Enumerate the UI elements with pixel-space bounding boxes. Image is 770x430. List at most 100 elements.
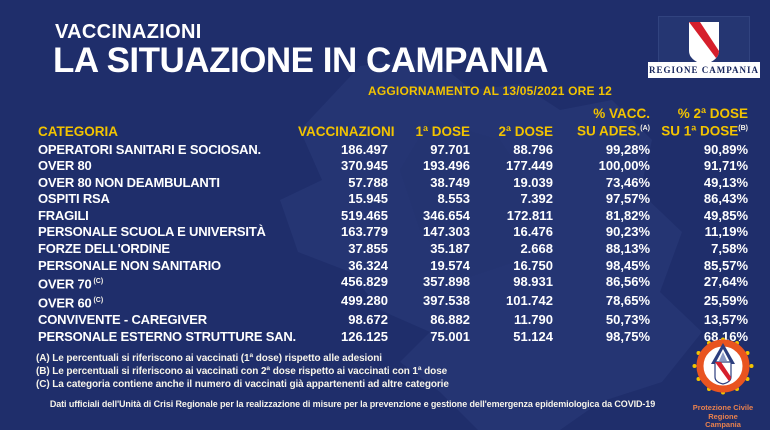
table-row: FRAGILI 519.465 346.654 172.811 81,82% 49,85% [38,208,748,225]
cell-pct-vacc: 78,65% [605,293,650,309]
cell-category: PERSONALE NON SANITARIO [38,257,221,273]
cell-pct-vacc: 97,57% [605,191,650,207]
cell-vaccinazioni: 456.829 [341,274,388,290]
cell-pct-dose2: 68,16% [703,328,748,344]
cell-pct-vacc: 98,75% [605,328,650,344]
cell-pct-vacc: 50,73% [605,312,650,328]
cell-pct-dose2: 49,13% [703,174,748,190]
table-row: PERSONALE NON SANITARIO 36.324 19.574 16.75… [38,258,748,275]
cell-dose1: 193.496 [423,158,470,174]
cell-pct-vacc: 100,00% [598,158,650,174]
col-header-pct-vacc: % VACC. SU ADES.(A) [577,106,650,139]
update-timestamp: AGGIORNAMENTO AL 13/05/2021 ORE 12 [368,84,612,98]
cell-pct-dose2: 25,59% [703,293,748,309]
cell-pct-vacc: 90,23% [605,224,650,240]
cell-category: FORZE DELL'ORDINE [38,241,170,257]
cell-pct-dose2: 49,85% [703,207,748,223]
col-header-dose2: 2ª DOSE [498,123,553,139]
cell-category: PERSONALE ESTERNO STRUTTURE SAN. [38,328,296,344]
col-header-pct-dose2: % 2ª DOSE SU 1ª DOSE(B) [661,106,748,139]
cell-category: OVER 60 (C) [38,295,104,311]
col-header-dose1: 1ª DOSE [415,123,470,139]
cell-vaccinazioni: 499.280 [341,293,388,309]
cell-dose1: 357.898 [423,274,470,290]
footnotes: (A) Le percentuali si riferiscono ai vac… [36,352,449,391]
cell-dose1: 8.553 [437,191,470,207]
cell-pct-dose2: 85,57% [703,257,748,273]
table-row: OVER 80 NON DEAMBULANTI 57.788 38.749 19.03… [38,175,748,192]
cell-dose2: 51.124 [513,328,553,344]
cell-vaccinazioni: 15.945 [348,191,388,207]
regione-campania-logo: REGIONE CAMPANIA [648,16,760,80]
col-header-vaccinazioni: VACCINAZIONI [298,123,395,139]
cell-dose1: 397.538 [423,293,470,309]
table-row: OPERATORI SANITARI E SOCIOSAN. 186.497 97.… [38,142,748,159]
cell-dose1: 19.574 [430,257,470,273]
cell-pct-vacc: 98,45% [605,257,650,273]
cell-vaccinazioni: 57.788 [348,174,388,190]
table-row: OVER 70 (C) 456.829 357.898 98.931 86,56% 27,… [38,274,748,293]
table-row: CONVIVENTE - CAREGIVER 98.672 86.882 11.790… [38,312,748,329]
footnote-ref-a: (A) [640,125,650,132]
cell-dose2: 11.790 [513,312,553,328]
cell-dose1: 346.654 [423,207,470,223]
cell-dose2: 16.476 [513,224,553,240]
table-body: OPERATORI SANITARI E SOCIOSAN. 186.497 97.… [38,142,748,346]
cell-dose2: 7.392 [520,191,553,207]
cell-category: PERSONALE SCUOLA E UNIVERSITÀ [38,224,266,240]
footnote-ref-c: (C) [91,297,104,305]
cell-dose2: 88.796 [513,141,553,157]
table-row: OSPITI RSA 15.945 8.553 7.392 97,57% 86,43% [38,191,748,208]
table-row: OVER 60 (C) 499.280 397.538 101.742 78,65% 25… [38,293,748,312]
cell-vaccinazioni: 186.497 [341,141,388,157]
cell-vaccinazioni: 98.672 [348,312,388,328]
cell-pct-vacc: 73,46% [605,174,650,190]
cell-dose2: 101.742 [506,293,553,309]
cell-dose2: 177.449 [506,158,553,174]
cell-dose1: 35.187 [430,241,470,257]
cell-category: OVER 80 [38,158,92,174]
cell-dose1: 86.882 [430,312,470,328]
cell-dose2: 172.811 [506,207,553,223]
footnote-line: (C) La categoria contiene anche il numer… [36,379,449,390]
cell-pct-dose2: 13,57% [703,312,748,328]
col-header-categoria: CATEGORIA [38,123,118,139]
cell-category: FRAGILI [38,207,89,223]
cell-dose1: 97.701 [430,141,470,157]
cell-pct-dose2: 91,71% [703,158,748,174]
table-row: PERSONALE SCUOLA E UNIVERSITÀ 163.779 147.… [38,224,748,241]
protezione-civile-label: Protezione Civile Regione Campania [692,403,754,429]
table-header: CATEGORIA VACCINAZIONI 1ª DOSE 2ª DOSE %… [38,106,748,139]
table-row: FORZE DELL'ORDINE 37.855 35.187 2.668 88,13%… [38,241,748,258]
table-row: PERSONALE ESTERNO STRUTTURE SAN. 126.125 7… [38,329,748,346]
cell-dose2: 19.039 [513,174,553,190]
cell-pct-vacc: 99,28% [605,141,650,157]
regione-campania-label: REGIONE CAMPANIA [648,62,760,78]
cell-dose1: 75.001 [430,328,470,344]
cell-pct-dose2: 27,64% [703,274,748,290]
footnote-ref-c: (C) [91,278,104,286]
footnote-line: (B) Le percentuali si riferiscono ai vac… [36,366,448,377]
cell-category: OSPITI RSA [38,191,110,207]
footnote-ref-b: (B) [738,125,748,132]
cell-dose1: 147.303 [423,224,470,240]
protezione-civile-icon [692,337,754,395]
cell-pct-dose2: 11,19% [704,224,748,240]
protezione-civile-logo: Protezione Civile Regione Campania [690,336,756,430]
cell-category: OVER 80 NON DEAMBULANTI [38,174,220,190]
kicker-title: VACCINAZIONI [55,21,202,43]
cell-vaccinazioni: 163.779 [341,224,388,240]
cell-pct-dose2: 7,58% [711,241,748,257]
vaccination-table: CATEGORIA VACCINAZIONI 1ª DOSE 2ª DOSE %… [38,106,748,345]
cell-dose2: 2.668 [520,241,553,257]
cell-vaccinazioni: 126.125 [341,328,388,344]
cell-pct-vacc: 81,82% [605,207,650,223]
cell-dose1: 38.749 [430,174,470,190]
page-title: LA SITUAZIONE IN CAMPANIA [53,41,548,80]
cell-pct-vacc: 86,56% [605,274,650,290]
cell-pct-dose2: 90,89% [703,141,748,157]
cell-vaccinazioni: 36.324 [348,257,388,273]
cell-category: OVER 70 (C) [38,276,104,292]
cell-category: OPERATORI SANITARI E SOCIOSAN. [38,141,261,157]
